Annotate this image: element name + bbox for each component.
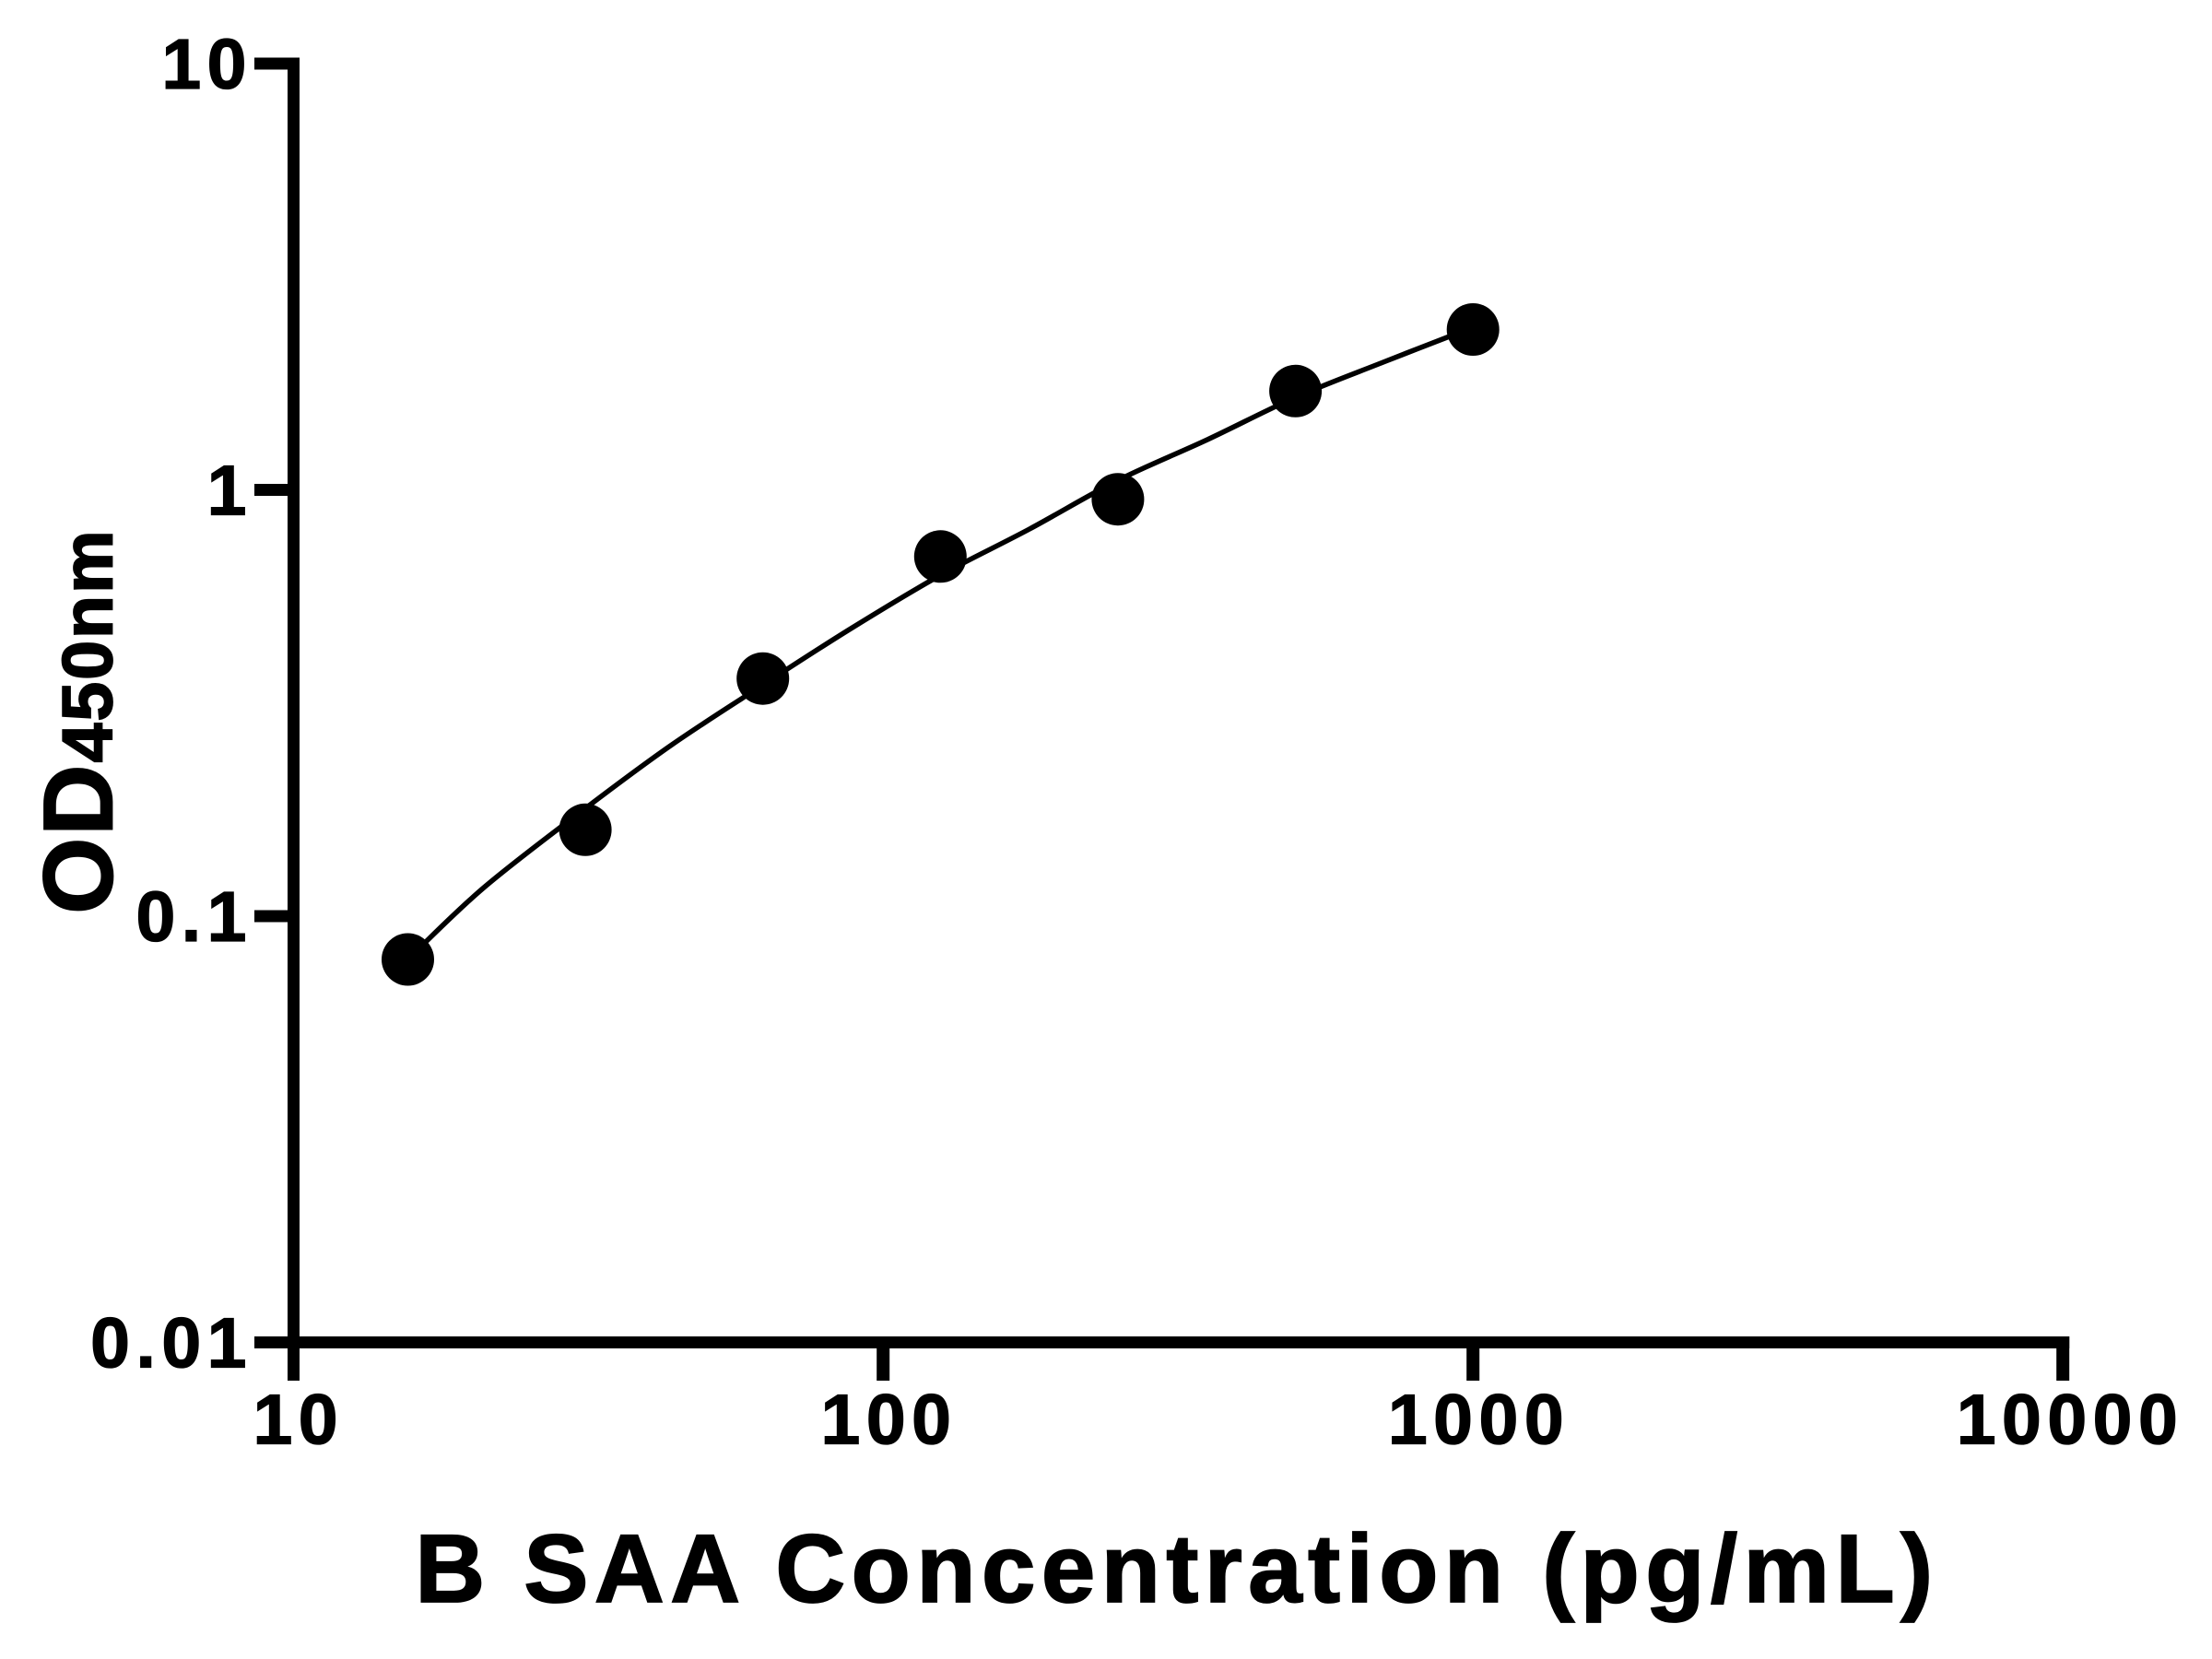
svg-text:100: 100 xyxy=(821,1381,958,1460)
svg-text:B SAA Concentration (pg/mL): B SAA Concentration (pg/mL) xyxy=(415,1515,1938,1623)
svg-text:1: 1 xyxy=(207,452,253,531)
svg-text:0.1: 0.1 xyxy=(135,877,253,957)
svg-text:0.01: 0.01 xyxy=(90,1304,253,1383)
svg-text:10000: 10000 xyxy=(1957,1381,2184,1460)
svg-text:OD450nm: OD450nm xyxy=(22,528,133,913)
svg-text:10: 10 xyxy=(253,1381,344,1460)
svg-text:1000: 1000 xyxy=(1388,1381,1570,1460)
svg-text:10: 10 xyxy=(161,25,253,104)
